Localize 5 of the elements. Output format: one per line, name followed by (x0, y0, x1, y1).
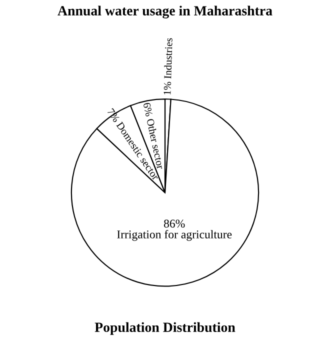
slice-label: 1% Industries (163, 38, 172, 95)
data-label: 86% (164, 220, 185, 228)
chart-title: Annual water usage in Maharashtra (58, 6, 272, 18)
text: Population Distribution (94, 322, 236, 335)
slice-label: Irrigation for agriculture (117, 230, 232, 241)
